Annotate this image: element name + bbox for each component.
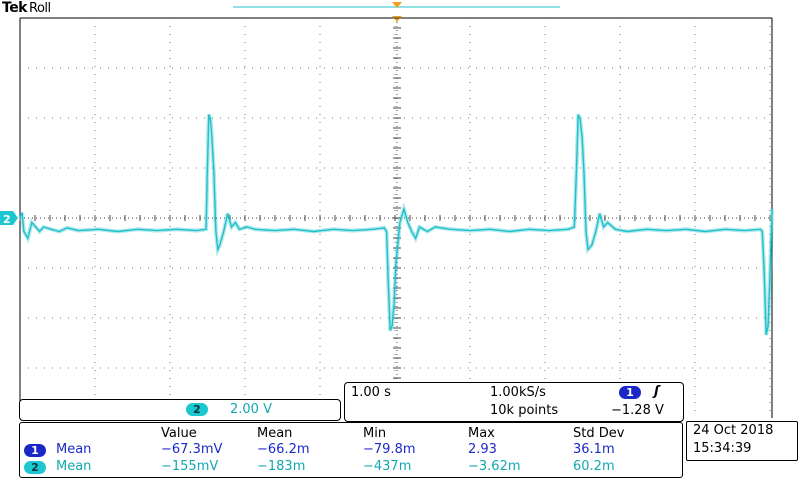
measurement-header-mean: Mean bbox=[257, 426, 293, 441]
date-label: 24 Oct 2018 bbox=[693, 423, 774, 438]
graticule bbox=[19, 17, 773, 419]
measurement-value: −67.3mV bbox=[161, 442, 223, 457]
record-length: 10k points bbox=[490, 403, 559, 418]
brand-label: Tek Roll bbox=[2, 0, 51, 16]
measurement-stddev: 36.1m bbox=[573, 442, 615, 457]
trigger-level: −1.28 V bbox=[611, 403, 664, 418]
trigger-position-marker-icon[interactable] bbox=[392, 2, 402, 8]
measurement-header-min: Min bbox=[363, 426, 387, 441]
acquisition-mode: Roll bbox=[29, 1, 51, 16]
measurement-mean: −66.2m bbox=[257, 442, 310, 457]
measurement-header-value: Value bbox=[161, 426, 197, 441]
measurement-stddev: 60.2m bbox=[573, 459, 615, 474]
sample-rate: 1.00kS/s bbox=[490, 385, 546, 400]
measurement-type: Mean bbox=[56, 459, 92, 474]
measurement-mean: −183m bbox=[257, 459, 306, 474]
measurement-channel-1-chip: 1 bbox=[24, 444, 46, 457]
measurements-panel[interactable]: Value Mean Min Max Std Dev 1 Mean −67.3m… bbox=[19, 422, 683, 478]
trigger-channel-chip: 1 bbox=[619, 386, 641, 399]
datetime-box: 24 Oct 2018 15:34:39 bbox=[686, 421, 798, 461]
channel-2-chip: 2 bbox=[186, 403, 208, 416]
time-label: 15:34:39 bbox=[693, 441, 752, 456]
channel-2-waveform-line bbox=[19, 114, 773, 336]
measurement-type: Mean bbox=[56, 442, 92, 457]
timebase-box[interactable]: 1.00 s 1.00kS/s 10k points 1 ʃ −1.28 V bbox=[344, 382, 684, 422]
measurement-min: −79.8m bbox=[363, 442, 416, 457]
measurement-min: −437m bbox=[363, 459, 412, 474]
channel-scale-box[interactable]: 2 2.00 V bbox=[19, 399, 341, 421]
channel-2-scale: 2.00 V bbox=[230, 402, 272, 417]
measurement-value: −155mV bbox=[161, 459, 219, 474]
channel-2-ground-label: 2 bbox=[3, 213, 11, 226]
measurement-header-max: Max bbox=[468, 426, 495, 441]
measurement-header-stddev: Std Dev bbox=[573, 426, 625, 441]
measurement-max: 2.93 bbox=[468, 442, 497, 457]
measurement-max: −3.62m bbox=[468, 459, 521, 474]
channel-2-trace bbox=[18, 113, 775, 336]
time-per-division: 1.00 s bbox=[351, 385, 391, 400]
measurement-channel-2-chip: 2 bbox=[24, 461, 46, 474]
brand-name: Tek bbox=[2, 0, 28, 16]
channel-2-ground-marker[interactable]: 2 bbox=[0, 211, 18, 226]
trigger-slope-icon: ʃ bbox=[654, 384, 660, 399]
